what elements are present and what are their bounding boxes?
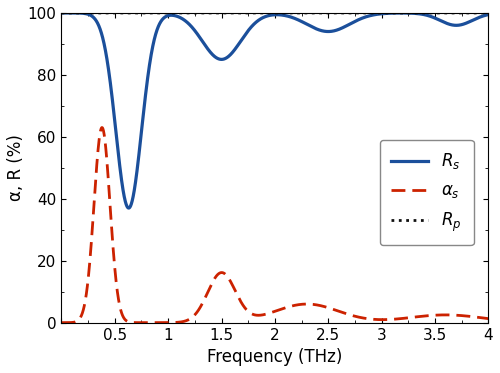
$R_s$ (126, 206, 132, 210)
$R_p$ (472, 11, 478, 15)
$\alpha_s$ (99, 125, 105, 130)
$\alpha_s$ (262, 312, 268, 317)
Y-axis label: α, R (%): α, R (%) (7, 134, 25, 201)
$\alpha_s$ (238, 300, 244, 304)
$R_s$ (368, 13, 374, 18)
Line: $\alpha_s$: $\alpha_s$ (62, 128, 488, 323)
$\alpha_s$ (485, 316, 491, 321)
$R_s$ (485, 12, 491, 17)
$R_p$ (451, 11, 457, 15)
$R_s$ (472, 17, 478, 21)
$R_s$ (262, 15, 268, 19)
X-axis label: Frequency (THz): Frequency (THz) (207, 348, 342, 366)
$\alpha_s$ (451, 313, 457, 317)
$R_p$ (241, 11, 247, 15)
$R_p$ (238, 11, 244, 15)
$\alpha_s$ (144, 320, 150, 325)
$\alpha_s$ (472, 315, 478, 319)
$R_p$ (58, 11, 64, 15)
$\alpha_s$ (242, 305, 248, 310)
$R_p$ (485, 11, 491, 15)
$R_s$ (451, 23, 457, 28)
$R_p$ (262, 11, 268, 15)
$R_s$ (238, 38, 244, 43)
$R_s$ (58, 11, 64, 15)
$\alpha_s$ (58, 320, 64, 325)
$\alpha_s$ (368, 317, 374, 322)
$R_p$ (368, 11, 374, 15)
Line: $R_s$: $R_s$ (62, 13, 488, 208)
Legend: $R_s$, $\alpha_s$, $R_p$: $R_s$, $\alpha_s$, $R_p$ (380, 140, 474, 245)
$R_s$ (242, 34, 248, 38)
